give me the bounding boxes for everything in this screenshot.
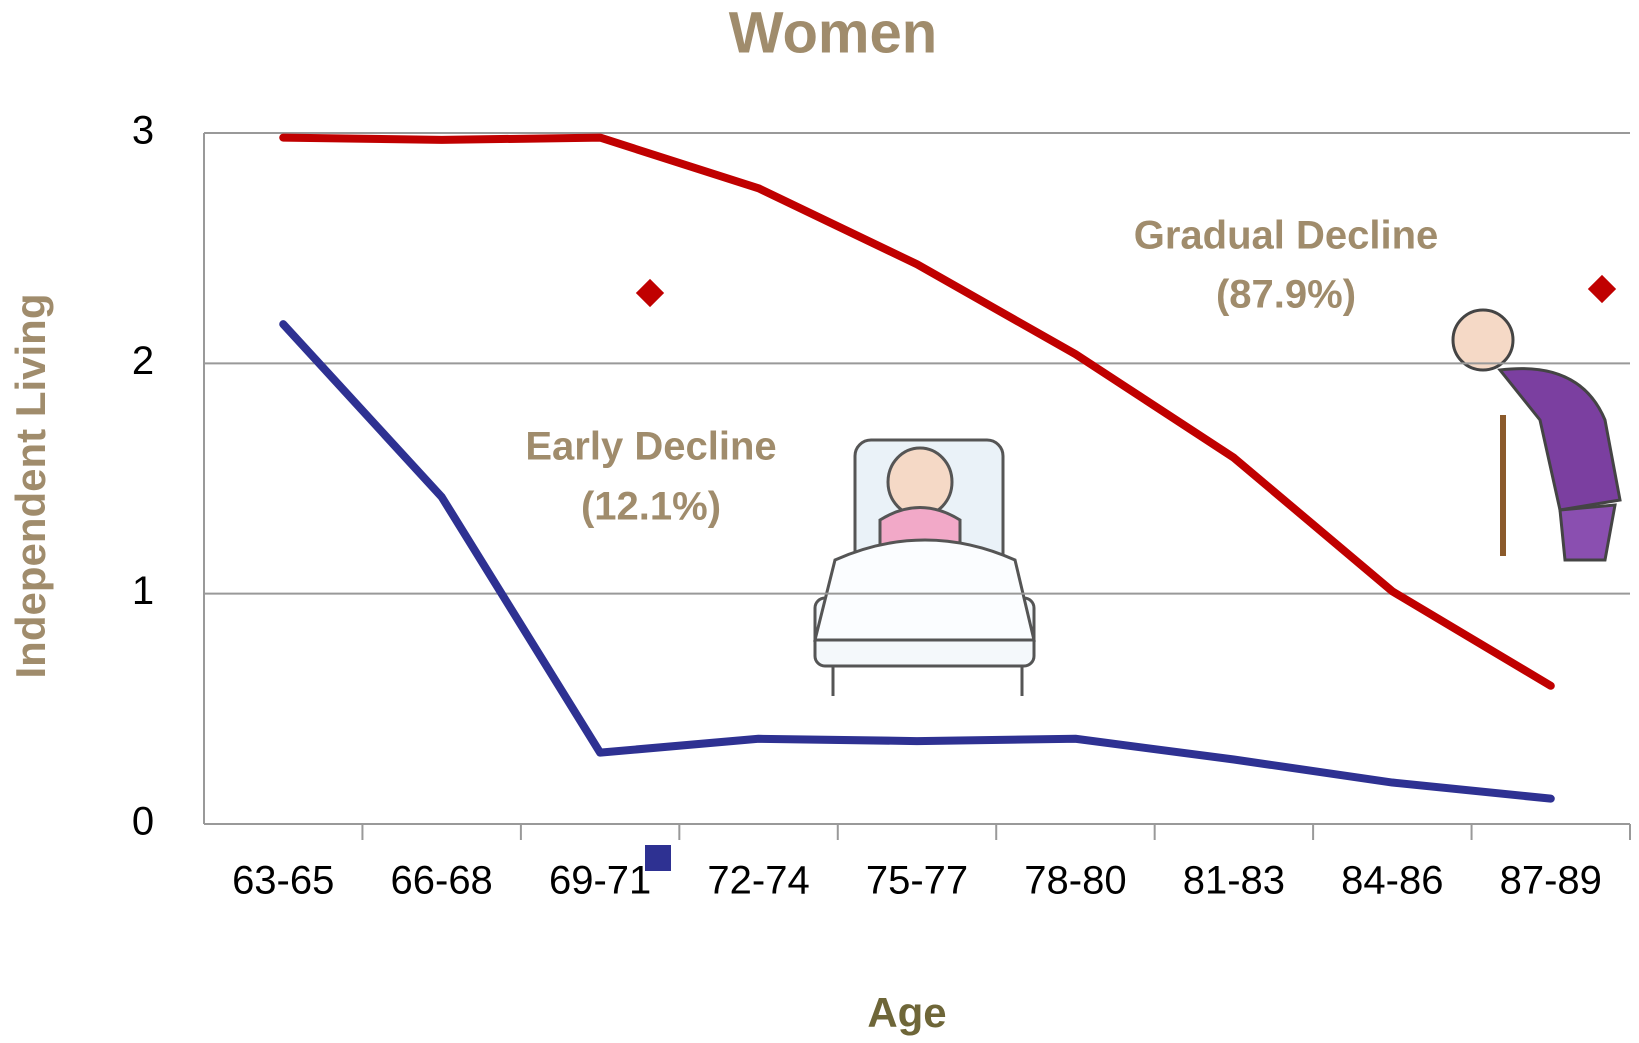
series-line: [279, 133, 1555, 690]
x-tick-label: 72-74: [707, 859, 809, 903]
x-tick-label: 66-68: [391, 859, 493, 903]
x-tick-label: 63-65: [232, 859, 334, 903]
series-line: [279, 320, 1555, 803]
chart-title: Women: [729, 0, 937, 65]
x-tick-label: 69-71: [549, 859, 651, 903]
x-tick-label: 78-80: [1024, 859, 1126, 903]
annotation: Gradual Decline: [1134, 214, 1439, 258]
x-tick-label: 87-89: [1500, 859, 1602, 903]
woman-illustration: [1451, 308, 1622, 562]
marker: [645, 845, 671, 871]
annotation: (12.1%): [581, 485, 721, 529]
y-tick-label: 3: [132, 109, 154, 153]
marker: [635, 278, 665, 308]
marker: [1587, 274, 1617, 304]
bed-illustration: [813, 438, 1036, 696]
y-tick-label: 1: [132, 569, 154, 613]
annotation: (87.9%): [1216, 273, 1356, 317]
x-tick-label: 81-83: [1183, 859, 1285, 903]
y-axis-label: Independent Living: [7, 294, 54, 679]
x-tick-label: 75-77: [866, 859, 968, 903]
annotation: Early Decline: [525, 425, 776, 469]
x-tick-label: 84-86: [1341, 859, 1443, 903]
x-axis-label: Age: [867, 989, 946, 1036]
y-tick-label: 0: [132, 800, 154, 844]
y-tick-label: 2: [132, 339, 154, 383]
